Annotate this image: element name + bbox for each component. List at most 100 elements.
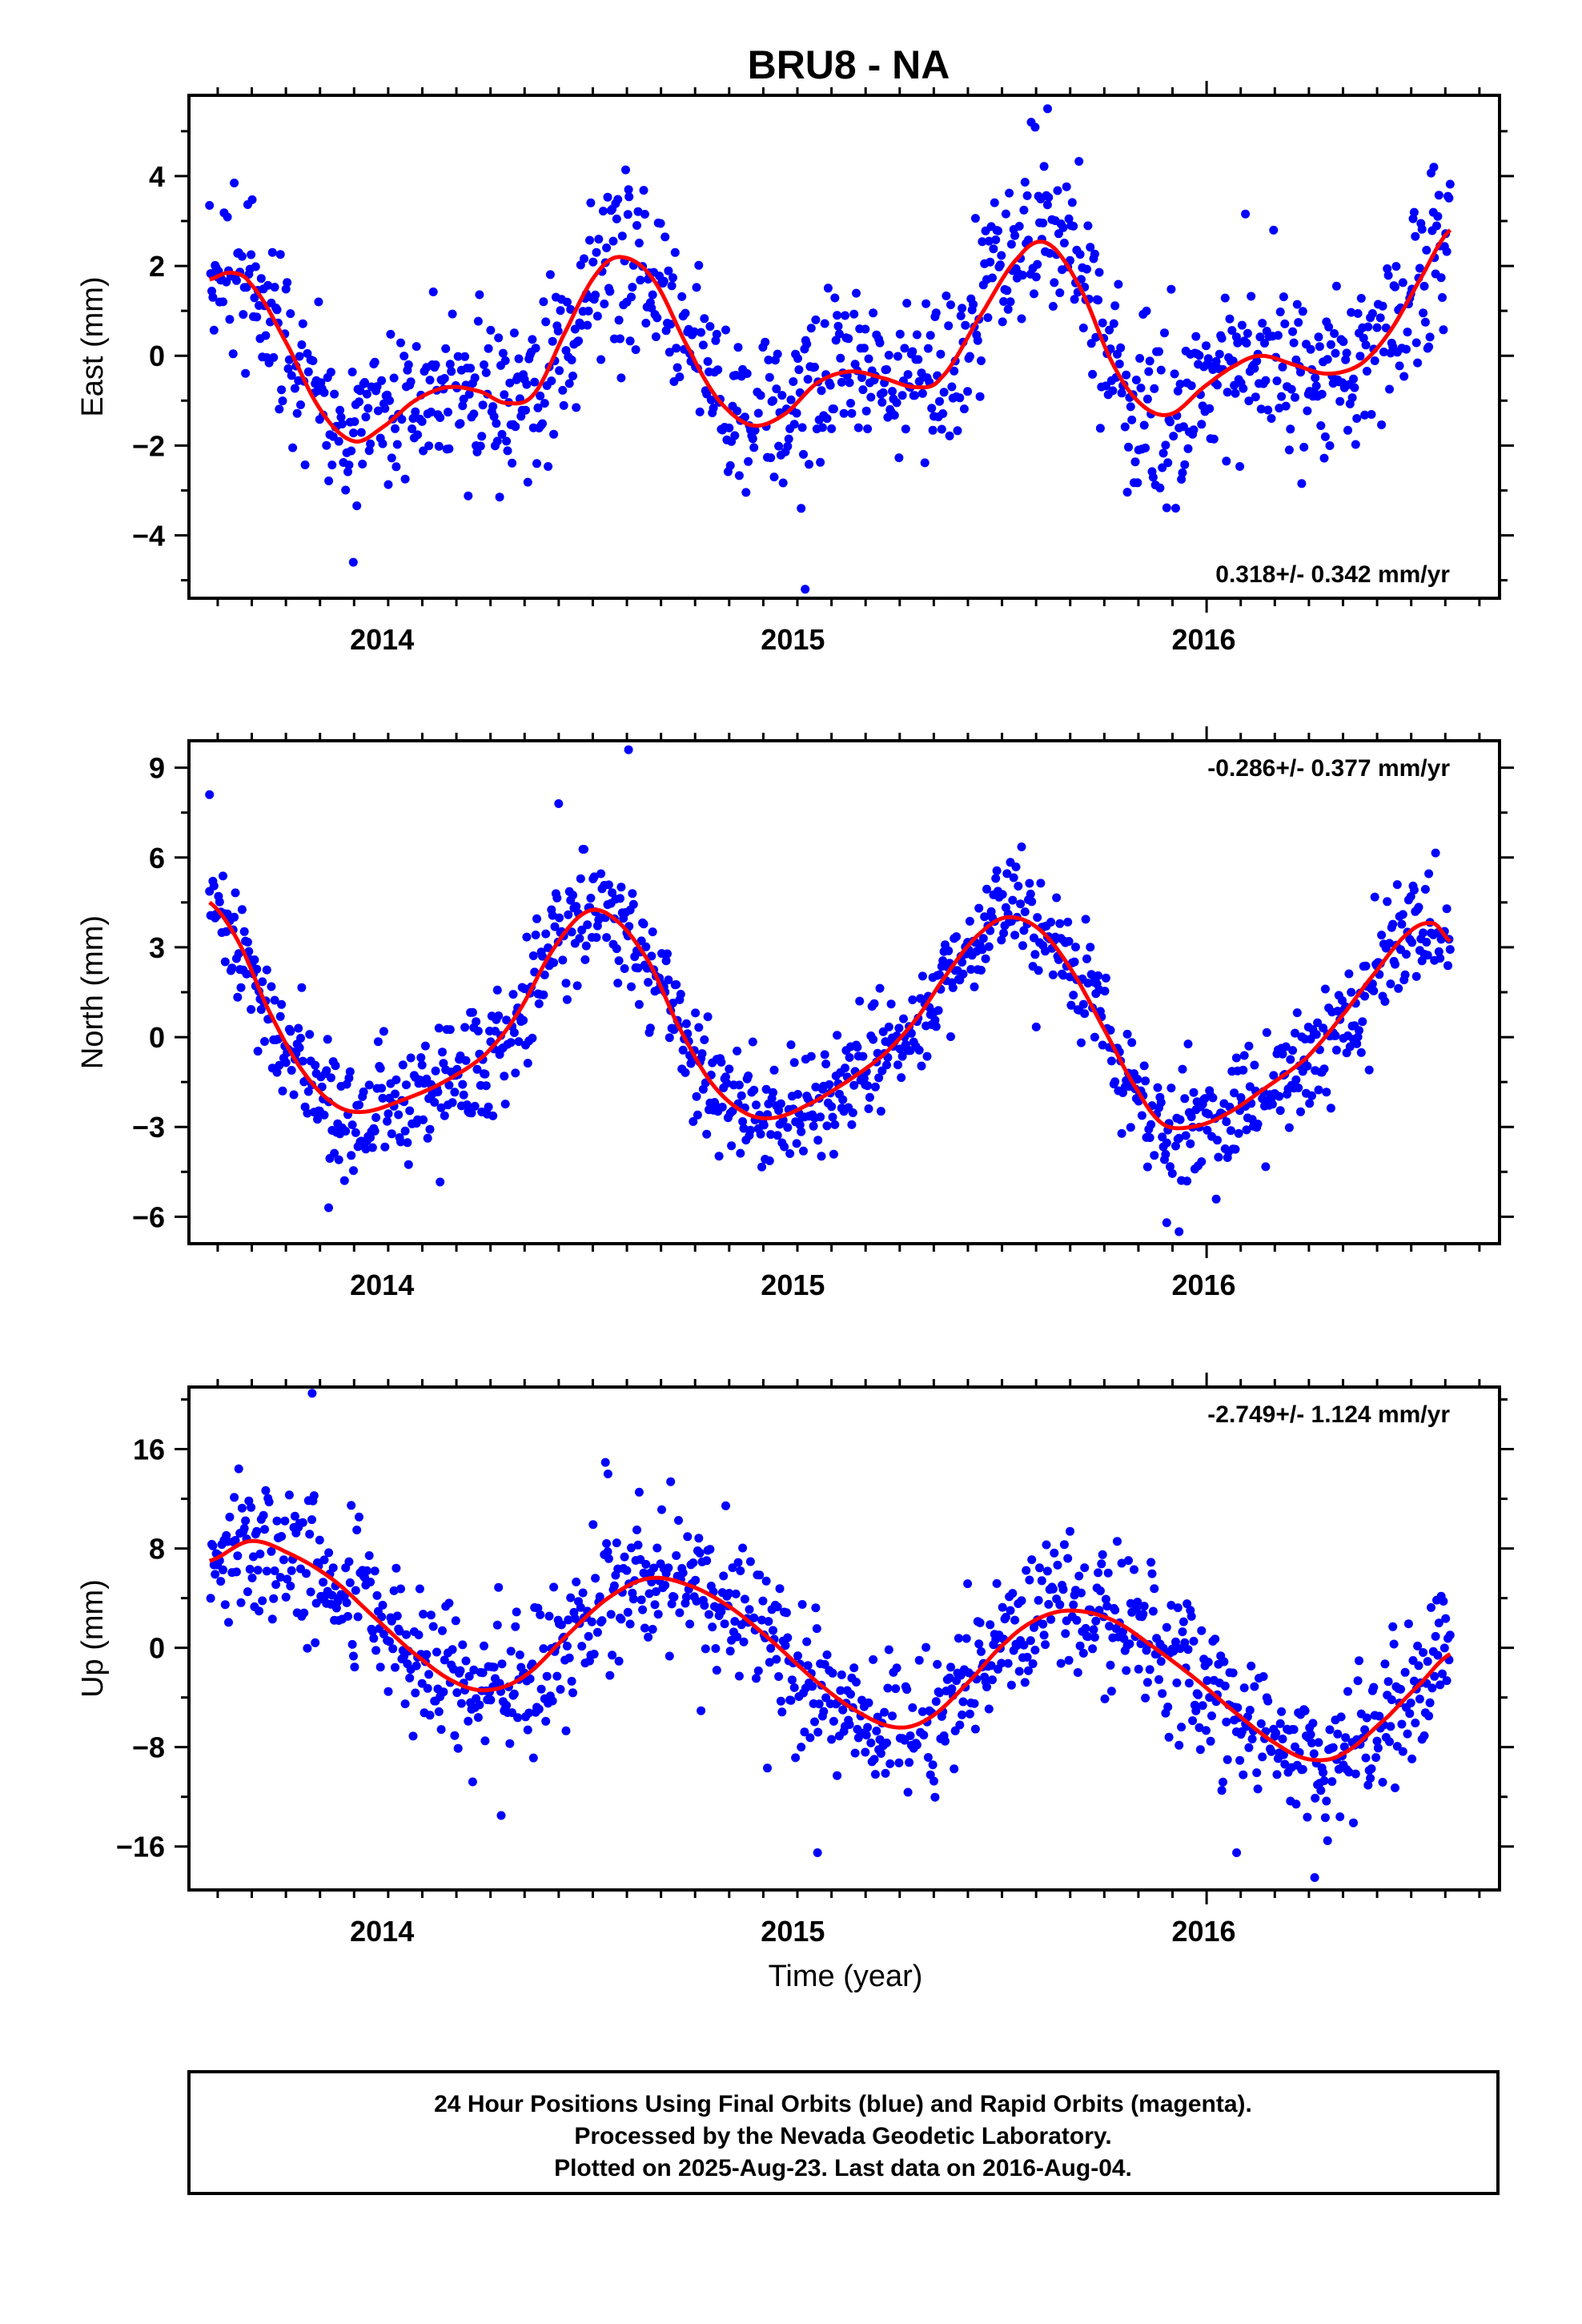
data-point (237, 1503, 247, 1513)
data-point (544, 1611, 554, 1621)
data-point (841, 1063, 849, 1073)
data-point (609, 1581, 619, 1590)
data-point (328, 1563, 338, 1573)
data-point (998, 890, 1007, 899)
data-point (606, 1610, 616, 1619)
data-point (1377, 931, 1387, 940)
data-point (1211, 1194, 1221, 1204)
data-point (460, 352, 470, 361)
data-point (388, 1644, 398, 1654)
data-point (461, 1055, 471, 1065)
data-point (706, 395, 716, 404)
data-point (789, 420, 799, 429)
data-point (1163, 1703, 1173, 1711)
data-point (677, 292, 687, 301)
data-point (1250, 364, 1259, 373)
data-point (1409, 885, 1419, 895)
rate-annotation-up: -2.749+/- 1.124 mm/yr (1207, 1401, 1450, 1428)
data-point (1277, 1707, 1287, 1716)
data-point (783, 1123, 793, 1132)
data-point (1223, 1755, 1232, 1764)
data-point (255, 1606, 263, 1616)
data-point (897, 391, 907, 400)
data-point (398, 1060, 408, 1070)
data-point (870, 1082, 880, 1092)
data-point (1326, 340, 1335, 349)
data-point (549, 958, 559, 967)
data-point (884, 1022, 893, 1031)
data-point (260, 1525, 269, 1534)
data-point (876, 1107, 885, 1116)
data-point (326, 1073, 335, 1083)
data-point (1347, 308, 1356, 317)
data-point (562, 995, 572, 1004)
data-point (1174, 1227, 1184, 1236)
data-point (1069, 221, 1078, 231)
data-point (247, 1005, 256, 1014)
data-point (659, 276, 669, 286)
data-point (1101, 1594, 1110, 1604)
data-point (352, 1526, 362, 1534)
data-point (552, 1671, 562, 1681)
data-point (738, 1543, 748, 1553)
data-point (703, 356, 713, 366)
data-point (623, 1607, 632, 1617)
data-point (1125, 1639, 1134, 1649)
data-point (1156, 1098, 1166, 1108)
data-point (1077, 1038, 1086, 1047)
data-point (982, 884, 991, 894)
data-point (387, 1616, 396, 1626)
data-point (825, 1080, 834, 1089)
rate-annotation-north: -0.286+/- 0.377 mm/yr (1207, 755, 1450, 782)
data-point (319, 1110, 329, 1120)
data-point (1086, 970, 1096, 979)
data-point (869, 308, 878, 318)
data-point (647, 951, 656, 961)
data-point (488, 1111, 498, 1120)
data-point (625, 1619, 635, 1629)
data-point (336, 412, 346, 422)
data-point (705, 322, 715, 332)
data-point (1050, 278, 1059, 287)
data-point (247, 1573, 257, 1582)
data-point (1082, 954, 1091, 963)
data-point (451, 1616, 460, 1626)
data-point (532, 459, 541, 468)
data-point (1432, 221, 1441, 231)
data-point (1310, 1873, 1319, 1882)
data-point (628, 283, 637, 292)
data-point (717, 1103, 727, 1112)
data-point (822, 1121, 832, 1131)
data-point (984, 942, 994, 951)
data-point (406, 1053, 416, 1063)
data-point (811, 1082, 821, 1092)
data-point (241, 1516, 251, 1526)
data-point (645, 1023, 655, 1033)
data-point (311, 1060, 320, 1070)
data-point (846, 1690, 855, 1699)
data-point (233, 992, 243, 1002)
data-point (349, 1166, 358, 1176)
data-point (396, 1584, 405, 1594)
data-point (314, 297, 323, 307)
data-point (530, 377, 540, 387)
data-point (711, 1644, 721, 1653)
data-point (1044, 193, 1054, 202)
data-point (1189, 1088, 1199, 1097)
data-point (1244, 1743, 1254, 1752)
data-point (769, 396, 777, 405)
data-point (1220, 293, 1230, 303)
data-point (514, 1037, 524, 1047)
data-point (705, 1610, 713, 1619)
x-tick-label: 2015 (761, 623, 825, 656)
data-point (970, 214, 980, 223)
data-point (965, 352, 974, 361)
data-point (1150, 1584, 1159, 1594)
data-point (672, 1551, 681, 1560)
data-point (820, 319, 829, 328)
data-point (1017, 842, 1026, 851)
data-point (1127, 415, 1137, 424)
data-point (1279, 292, 1288, 302)
data-point (1434, 1618, 1443, 1628)
data-point (1419, 1731, 1429, 1740)
